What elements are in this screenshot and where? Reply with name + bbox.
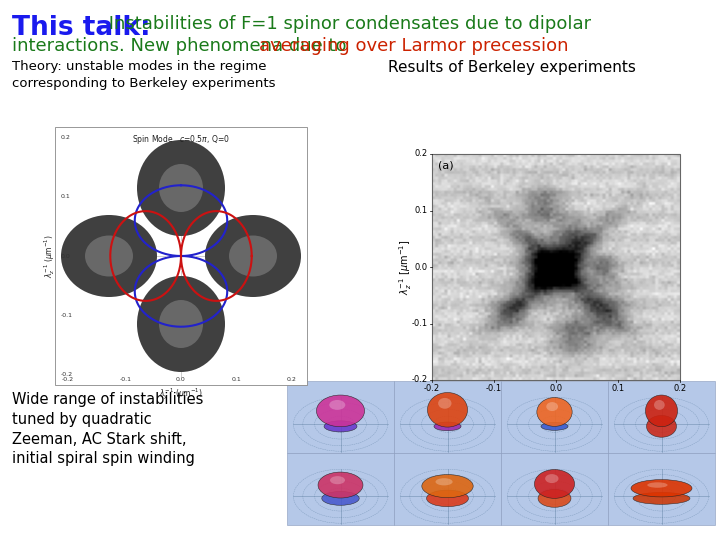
Ellipse shape (426, 490, 469, 507)
Ellipse shape (205, 215, 301, 297)
Bar (287, 381, 394, 453)
Text: 0.1: 0.1 (232, 377, 241, 382)
Text: -0.1: -0.1 (486, 384, 502, 393)
Ellipse shape (329, 400, 346, 410)
Ellipse shape (647, 482, 667, 488)
Ellipse shape (229, 235, 277, 276)
Text: Wide range of instabilities
tuned by quadratic
Zeeman, AC Stark shift,
initial s: Wide range of instabilities tuned by qua… (12, 392, 203, 467)
Text: -0.1: -0.1 (412, 319, 428, 328)
Ellipse shape (537, 397, 572, 427)
Text: Results of Berkeley experiments: Results of Berkeley experiments (388, 60, 636, 75)
Ellipse shape (645, 395, 678, 427)
Ellipse shape (61, 215, 157, 297)
Ellipse shape (647, 415, 677, 437)
Ellipse shape (546, 402, 558, 411)
Bar (608, 453, 715, 525)
Ellipse shape (166, 241, 196, 271)
Text: -0.1: -0.1 (61, 313, 73, 318)
Text: Instabilities of F=1 spinor condensates due to dipolar: Instabilities of F=1 spinor condensates … (103, 15, 591, 33)
Text: 0.0: 0.0 (61, 253, 71, 259)
Ellipse shape (159, 300, 203, 348)
Text: interactions. New phenomena due to: interactions. New phenomena due to (12, 37, 352, 55)
Text: 0.1: 0.1 (611, 384, 624, 393)
Bar (432, 154, 680, 380)
Text: averaging over Larmor precession: averaging over Larmor precession (258, 37, 568, 55)
Ellipse shape (631, 480, 692, 497)
Bar (287, 453, 394, 525)
Bar (608, 381, 715, 453)
Text: 0.2: 0.2 (61, 135, 71, 140)
Text: 0.0: 0.0 (415, 262, 428, 272)
Ellipse shape (438, 398, 451, 409)
Ellipse shape (85, 235, 133, 276)
Ellipse shape (137, 140, 225, 236)
Ellipse shape (330, 476, 345, 484)
Text: Theory: unstable modes in the regime
corresponding to Berkeley experiments: Theory: unstable modes in the regime cor… (12, 60, 276, 90)
Text: $\lambda_z^{-1}$ ($\mu$m$^{-1}$): $\lambda_z^{-1}$ ($\mu$m$^{-1}$) (42, 234, 58, 278)
Text: 0.2: 0.2 (415, 150, 428, 159)
Text: 0.0: 0.0 (549, 384, 562, 393)
Text: 0.1: 0.1 (61, 194, 71, 199)
Ellipse shape (422, 475, 473, 498)
Ellipse shape (324, 421, 357, 432)
Text: $\lambda_y^{-1}$ ($\mu$m$^{-1}$): $\lambda_y^{-1}$ ($\mu$m$^{-1}$) (159, 387, 203, 402)
Text: -0.1: -0.1 (120, 377, 132, 382)
Bar (394, 381, 501, 453)
Ellipse shape (137, 276, 225, 372)
Text: 0.2: 0.2 (287, 377, 297, 382)
Ellipse shape (159, 164, 203, 212)
Ellipse shape (436, 478, 453, 485)
Bar (394, 453, 501, 525)
Text: (a): (a) (438, 160, 454, 170)
Text: -0.2: -0.2 (424, 384, 440, 393)
Ellipse shape (538, 489, 571, 507)
Text: -0.2: -0.2 (61, 377, 73, 382)
Text: 0.1: 0.1 (415, 206, 428, 215)
Text: This talk:: This talk: (12, 15, 150, 41)
Ellipse shape (534, 470, 575, 498)
Ellipse shape (322, 491, 359, 505)
Text: 0.0: 0.0 (176, 377, 186, 382)
Text: Spin Mode   $c$=0.5$\pi$, Q=0: Spin Mode $c$=0.5$\pi$, Q=0 (132, 133, 230, 146)
Text: 0.2: 0.2 (673, 384, 687, 393)
Ellipse shape (316, 395, 364, 427)
Ellipse shape (654, 400, 665, 410)
Bar (55, 127, 307, 385)
Text: -0.2: -0.2 (61, 372, 73, 377)
Ellipse shape (428, 393, 467, 427)
Text: $\lambda_z^{-1}$ [$\mu$m$^{-1}$]: $\lambda_z^{-1}$ [$\mu$m$^{-1}$] (397, 239, 415, 295)
Ellipse shape (318, 472, 363, 498)
Ellipse shape (633, 492, 690, 504)
Ellipse shape (545, 474, 559, 483)
Ellipse shape (434, 422, 461, 431)
Bar (501, 381, 608, 453)
Ellipse shape (541, 422, 568, 430)
Bar (501, 453, 608, 525)
Text: -0.2: -0.2 (412, 375, 428, 384)
